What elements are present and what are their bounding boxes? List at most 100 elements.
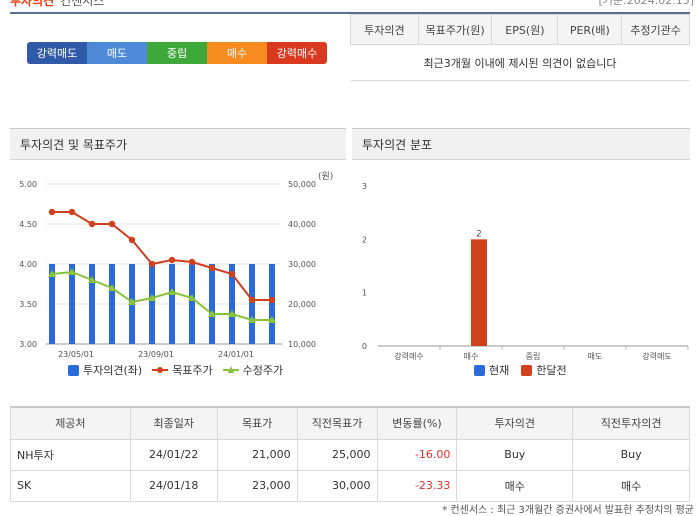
cell-target: 23,000: [216, 469, 298, 502]
y-left-tick: 3.50: [19, 300, 37, 309]
opinion-bar: [209, 264, 215, 344]
adjusted-price-line: [51, 270, 272, 321]
y-left-tick: 3.00: [19, 340, 37, 349]
col-opinion: 투자의견: [456, 406, 574, 440]
scale-sell: 매도: [87, 42, 147, 64]
scale-neutral: 중립: [147, 42, 207, 64]
y2-unit-label: (원): [318, 171, 333, 182]
target-price-point: [88, 220, 96, 228]
target-price-point: [268, 296, 276, 304]
y-tick: 3: [362, 182, 367, 191]
footnote: * 컨센서스 : 최근 3개월간 증권사에서 발표한 추정치의 평균: [442, 505, 694, 516]
legend-opinion-label: 투자의견(좌): [83, 364, 143, 377]
opinion-target-chart: 5.00 4.50 4.00 3.50 3.00 50,000 40,000 30,000 20…: [19, 171, 333, 359]
adjusted-price-point: [68, 268, 76, 275]
scale-buy: 매수: [207, 42, 267, 64]
legend-target-label: 목표주가: [172, 364, 213, 377]
col-change-rate: 변동률(%): [376, 406, 458, 440]
target-price-point: [188, 258, 196, 266]
cell-prev-opinion: 매수: [572, 469, 690, 502]
col-opinion: 투자의견: [350, 14, 419, 45]
reference-date: [기준:2024.02.15]: [598, 0, 694, 7]
cell-provider: SK: [10, 469, 131, 502]
opinion-distribution-panel: 투자의견 분포 2 3 2 1 0 강력매수 매수 중립 매도 강력매도 현재 한달전: [352, 128, 690, 380]
cell-date: 24/01/18: [129, 469, 218, 502]
cell-target: 21,000: [216, 438, 298, 471]
x-tick-label: 24/01/01: [218, 350, 254, 359]
table-row: SK 24/01/18 23,000 30,000 -23.33 매수 매수: [10, 469, 690, 502]
opinion-scale-bar: 강력매도 매도 중립 매수 강력매수: [27, 42, 327, 64]
right-legend: 현재 한달전: [474, 362, 567, 378]
category-label: 매수: [464, 352, 479, 361]
adjusted-price-point: [188, 294, 196, 301]
legend-adjusted-swatch: [222, 366, 239, 373]
adjusted-price-point: [88, 276, 96, 283]
category-label: 강력매도: [642, 351, 671, 361]
broker-header-row: 제공처 최종일자 목표가 직전목표가 변동률(%) 투자의견 직전투자의견: [10, 406, 690, 440]
opinion-bar: [89, 264, 95, 344]
y-left-tick: 5.00: [19, 180, 37, 189]
target-price-line: [52, 211, 272, 301]
adjusted-price-point: [48, 270, 56, 277]
panel-title-right: 투자의견 분포: [352, 128, 690, 160]
target-price-point: [228, 270, 236, 278]
adjusted-price-point: [228, 310, 236, 317]
scale-strong-buy: 강력매수: [267, 42, 327, 64]
target-price-point: [68, 208, 76, 216]
broker-table: 제공처 최종일자 목표가 직전목표가 변동률(%) 투자의견 직전투자의견 NH…: [10, 406, 690, 502]
cell-opinion: Buy: [456, 438, 574, 471]
target-price-point: [128, 236, 136, 244]
x-tick-label: 23/05/01: [58, 350, 94, 359]
legend-current-label: 현재: [489, 364, 510, 377]
col-eps: EPS(원): [491, 14, 559, 45]
category-label: 매도: [588, 352, 603, 361]
col-target: 목표가: [216, 406, 298, 440]
y-left-tick: 4.00: [19, 260, 37, 269]
cell-change-rate: -16.00: [376, 438, 458, 471]
consensus-table: 투자의견 목표주가(원) EPS(원) PER(배) 추정기관수 최근3개월 이…: [350, 14, 690, 81]
col-last-date: 최종일자: [129, 406, 218, 440]
title-text: 투자의견: [10, 0, 55, 8]
x-tick-label: 23/09/01: [138, 350, 174, 359]
cell-prev-target: 30,000: [296, 469, 378, 502]
y-right-tick: 30,000: [288, 260, 316, 269]
consensus-header-row: 투자의견 목표주가(원) EPS(원) PER(배) 추정기관수: [350, 14, 690, 45]
category-label: 중립: [526, 352, 541, 361]
opinion-bar: [249, 264, 255, 344]
table-row: NH투자 24/01/22 21,000 25,000 -16.00 Buy B…: [10, 438, 690, 471]
empty-message: 최근3개월 이내에 제시된 의견이 없습니다: [350, 44, 690, 81]
col-per: PER(배): [557, 14, 623, 45]
distribution-bar: [471, 239, 487, 346]
y-tick: 0: [362, 342, 367, 351]
adjusted-price-point: [108, 284, 116, 291]
y-tick: 2: [362, 235, 367, 244]
legend-month-ago-label: 한달전: [536, 364, 567, 377]
scale-strong-sell: 강력매도: [27, 42, 87, 64]
adjusted-price-point: [168, 288, 176, 295]
legend-target-swatch: [152, 367, 169, 373]
subtitle-text: 컨센서스: [60, 0, 105, 8]
opinion-bar: [269, 264, 275, 344]
opinion-bar: [69, 264, 75, 344]
y-right-tick: 40,000: [288, 220, 316, 229]
y-right-tick: 50,000: [288, 180, 316, 189]
panel-title-left: 투자의견 및 목표주가: [10, 128, 346, 160]
cell-prev-target: 25,000: [296, 438, 378, 471]
opinion-bar: [49, 264, 55, 344]
col-prev-opinion: 직전투자의견: [572, 406, 690, 440]
adjusted-price-point: [148, 294, 156, 301]
category-label: 강력매수: [394, 351, 423, 361]
cell-opinion: 매수: [456, 469, 574, 502]
opinion-bar: [169, 264, 175, 344]
legend-month-ago-swatch: [521, 364, 533, 376]
cell-provider: NH투자: [10, 438, 131, 471]
y-left-tick: 4.50: [19, 220, 37, 229]
col-target-price: 목표주가(원): [417, 14, 493, 45]
target-price-point: [108, 220, 116, 228]
opinion-bar: [149, 264, 155, 344]
opinion-target-panel: 투자의견 및 목표주가 5.00 4.50 4.00 3.50 3.00 50,000 40…: [10, 128, 346, 380]
adjusted-price-point: [128, 298, 136, 305]
y-tick: 1: [362, 289, 367, 298]
target-price-point: [48, 208, 56, 216]
bar-data-label: 2: [476, 229, 482, 239]
